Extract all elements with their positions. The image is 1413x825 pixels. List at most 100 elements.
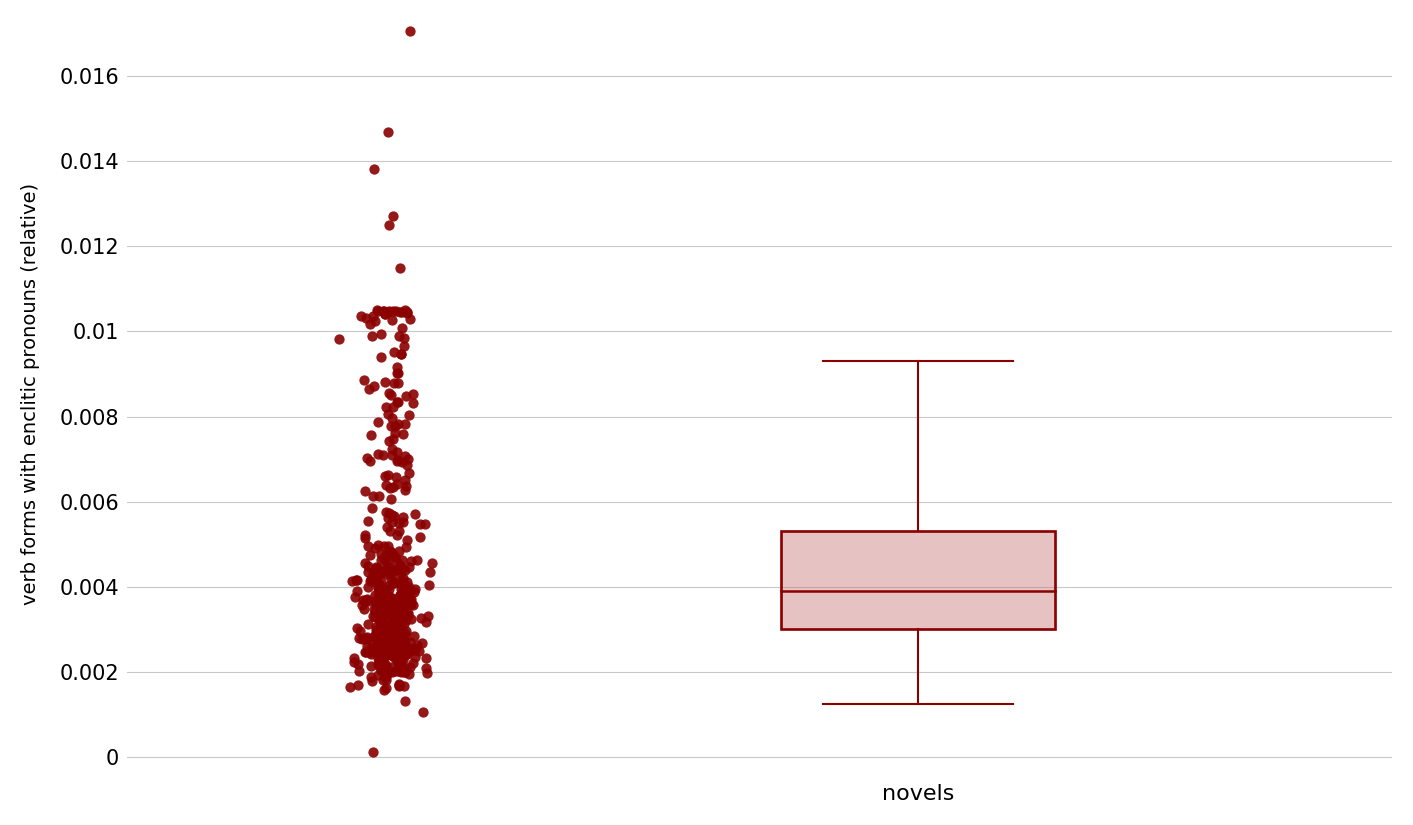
Point bbox=[372, 304, 394, 318]
Point bbox=[373, 620, 396, 634]
Point bbox=[373, 308, 396, 321]
Point bbox=[370, 625, 393, 638]
Point bbox=[345, 584, 367, 597]
Point bbox=[410, 518, 432, 531]
Point bbox=[382, 443, 404, 456]
Point bbox=[374, 658, 397, 672]
Point bbox=[394, 587, 417, 600]
Point bbox=[377, 639, 400, 652]
Point bbox=[343, 652, 366, 665]
Point bbox=[363, 379, 386, 392]
Point bbox=[377, 634, 400, 647]
Point bbox=[362, 745, 384, 758]
Point bbox=[386, 478, 408, 491]
Point bbox=[387, 615, 410, 629]
Point bbox=[393, 474, 415, 487]
Point bbox=[400, 592, 422, 605]
Point bbox=[384, 304, 407, 318]
Point bbox=[379, 525, 401, 538]
Point bbox=[393, 578, 415, 591]
Point bbox=[360, 329, 383, 342]
Point bbox=[390, 594, 413, 607]
Point bbox=[396, 648, 418, 661]
Point bbox=[389, 600, 411, 613]
Point bbox=[414, 615, 437, 629]
Point bbox=[363, 643, 386, 656]
Point bbox=[380, 648, 403, 662]
Point bbox=[376, 625, 398, 638]
Point bbox=[373, 620, 396, 633]
Point bbox=[380, 645, 403, 658]
Point bbox=[410, 636, 432, 649]
Point bbox=[355, 311, 377, 324]
Point bbox=[396, 534, 418, 547]
Point bbox=[369, 599, 391, 612]
Point bbox=[352, 593, 374, 606]
Point bbox=[379, 596, 401, 609]
Point bbox=[389, 558, 411, 571]
Point bbox=[390, 665, 413, 678]
Point bbox=[362, 567, 384, 580]
Bar bbox=[781, 531, 1056, 629]
Point bbox=[370, 547, 393, 560]
Point bbox=[396, 576, 418, 589]
Point bbox=[374, 648, 397, 662]
Point bbox=[415, 666, 438, 679]
Point bbox=[380, 420, 403, 433]
Point bbox=[353, 531, 376, 545]
Point bbox=[367, 588, 390, 601]
Point bbox=[387, 625, 410, 638]
Point bbox=[367, 659, 390, 672]
Point bbox=[391, 664, 414, 677]
Point bbox=[382, 605, 404, 618]
Point bbox=[370, 648, 393, 662]
Point bbox=[387, 677, 410, 691]
Point bbox=[365, 572, 387, 585]
Point bbox=[367, 632, 390, 645]
Point bbox=[404, 582, 427, 596]
Point bbox=[380, 606, 403, 620]
Point bbox=[353, 529, 376, 542]
Point bbox=[370, 575, 393, 588]
Point bbox=[382, 210, 404, 223]
Point bbox=[380, 601, 403, 615]
Point bbox=[370, 328, 393, 341]
Point bbox=[353, 484, 376, 497]
Point bbox=[397, 561, 420, 574]
Bar bbox=[781, 531, 1056, 629]
Point bbox=[393, 617, 415, 630]
Point bbox=[369, 617, 391, 630]
Point bbox=[383, 659, 406, 672]
Point bbox=[389, 620, 411, 633]
Point bbox=[348, 632, 370, 645]
Point bbox=[414, 652, 437, 665]
Point bbox=[386, 446, 408, 459]
Point bbox=[365, 314, 387, 328]
Point bbox=[377, 219, 400, 232]
Point bbox=[391, 554, 414, 567]
Point bbox=[363, 563, 386, 577]
Point bbox=[367, 489, 390, 502]
Point bbox=[373, 659, 396, 672]
Point bbox=[363, 644, 386, 658]
Point bbox=[391, 605, 414, 618]
Point bbox=[380, 639, 403, 653]
Point bbox=[367, 578, 390, 591]
Point bbox=[386, 455, 408, 468]
Point bbox=[372, 616, 394, 629]
Point bbox=[373, 553, 396, 566]
Point bbox=[394, 635, 417, 648]
Point bbox=[365, 624, 387, 637]
Point bbox=[356, 559, 379, 573]
Point bbox=[393, 339, 415, 352]
Point bbox=[394, 449, 417, 462]
Point bbox=[357, 540, 380, 553]
Point bbox=[383, 633, 406, 646]
Point bbox=[391, 601, 414, 614]
Point bbox=[383, 345, 406, 358]
Point bbox=[377, 435, 400, 448]
Point bbox=[363, 630, 386, 644]
Point bbox=[398, 585, 421, 598]
Point bbox=[397, 609, 420, 622]
Point bbox=[410, 611, 432, 625]
